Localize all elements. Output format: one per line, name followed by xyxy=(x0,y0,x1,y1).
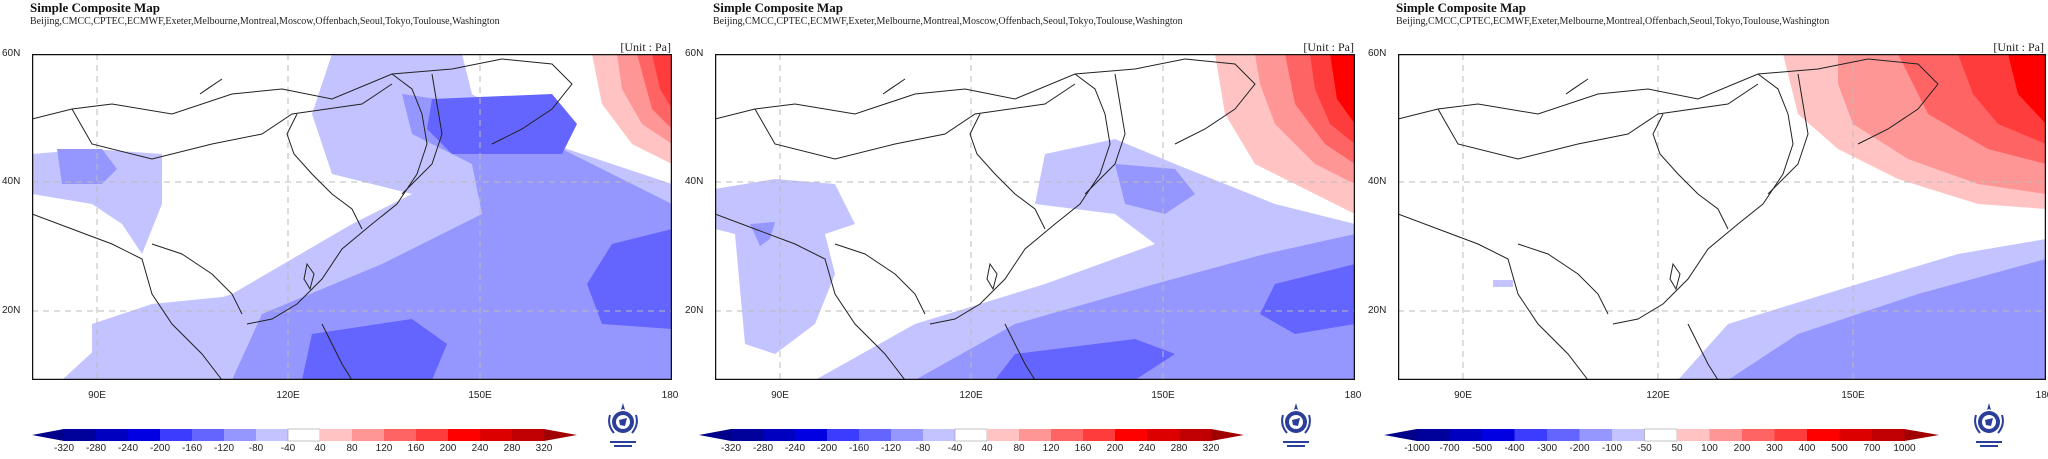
colorbar-label: 80 xyxy=(346,443,358,454)
colorbar-label: -80 xyxy=(248,443,264,454)
colorbar-label: 200 xyxy=(1106,443,1124,454)
colorbar-label: 40 xyxy=(314,443,326,454)
colorbar xyxy=(1384,428,1954,447)
unit-label: [Unit : Pa] xyxy=(1993,40,2044,54)
colorbar-label: 120 xyxy=(1042,443,1060,454)
lat-label: 40N xyxy=(2,176,21,187)
lat-label: 60N xyxy=(685,48,704,59)
colorbar-label: -320 xyxy=(53,443,75,454)
header-title: Simple Composite Map xyxy=(713,0,843,15)
wmo-logo-icon xyxy=(1271,400,1321,459)
colorbar-label: 40 xyxy=(981,443,993,454)
lat-label: 20N xyxy=(2,305,21,316)
lon-label: 150E xyxy=(1841,390,1865,401)
colorbar-label: 320 xyxy=(1202,443,1220,454)
colorbar-label: -200 xyxy=(1569,443,1590,454)
colorbar-label: 500 xyxy=(1831,443,1848,454)
lon-label: 150E xyxy=(468,390,492,401)
unit-label: [Unit : Pa] xyxy=(1303,40,1354,54)
lon-label: 150E xyxy=(1151,390,1175,401)
panel-jan: Simple Composite Map Beijing,CMCC,CPTEC,… xyxy=(0,0,683,458)
colorbar-label: -280 xyxy=(85,443,107,454)
header-title: Simple Composite Map xyxy=(1396,0,1526,15)
colorbar-label: -120 xyxy=(213,443,235,454)
colorbar-label: -240 xyxy=(117,443,139,454)
colorbar-label: -120 xyxy=(880,443,902,454)
colorbar-label: -40 xyxy=(280,443,296,454)
lat-label: 40N xyxy=(1368,176,1387,187)
lon-label: 180 xyxy=(1344,390,1362,401)
wmo-logo-icon xyxy=(598,400,648,459)
centers-list: Beijing,CMCC,CPTEC,ECMWF,Exeter,Melbourn… xyxy=(1396,16,1830,27)
centers-list: Beijing,CMCC,CPTEC,ECMWF,Exeter,Melbourn… xyxy=(713,16,1183,27)
colorbar-label: -200 xyxy=(149,443,171,454)
colorbar-label: -240 xyxy=(784,443,806,454)
colorbar-label: 120 xyxy=(375,443,393,454)
colorbar-label: 240 xyxy=(1138,443,1156,454)
lon-label: 90E xyxy=(771,390,789,401)
centers-list: Beijing,CMCC,CPTEC,ECMWF,Exeter,Melbourn… xyxy=(30,16,500,27)
colorbar-label: 200 xyxy=(439,443,457,454)
lon-label: 90E xyxy=(88,390,106,401)
panel-mar: Simple Composite Map Beijing,CMCC,CPTEC,… xyxy=(1366,0,2048,458)
lon-label: 120E xyxy=(1646,390,1670,401)
colorbar-label: -80 xyxy=(915,443,931,454)
colorbar-label: 280 xyxy=(1170,443,1188,454)
colorbar-label: -160 xyxy=(848,443,870,454)
lon-label: 180 xyxy=(661,390,679,401)
colorbar-label: -280 xyxy=(752,443,774,454)
colorbar xyxy=(32,428,592,447)
colorbar-label: 240 xyxy=(471,443,489,454)
colorbar-label: 400 xyxy=(1798,443,1816,454)
unit-label: [Unit : Pa] xyxy=(620,40,671,54)
header-title: Simple Composite Map xyxy=(30,0,160,15)
lat-label: 20N xyxy=(685,305,704,316)
lon-label: 120E xyxy=(959,390,983,401)
colorbar-label: -50 xyxy=(1637,443,1652,454)
colorbar-label: -320 xyxy=(720,443,742,454)
colorbar-label: 80 xyxy=(1013,443,1025,454)
colorbar-label: -1000 xyxy=(1404,443,1430,454)
colorbar-label: -400 xyxy=(1504,443,1525,454)
colorbar-label: 300 xyxy=(1766,443,1783,454)
colorbar-label: 100 xyxy=(1701,443,1718,454)
lon-label: 180 xyxy=(2035,390,2048,401)
colorbar-label: 1000 xyxy=(1893,443,1916,454)
colorbar-label: -160 xyxy=(181,443,203,454)
colorbar-label: 280 xyxy=(503,443,521,454)
colorbar-label: 700 xyxy=(1863,443,1881,454)
colorbar-label: -700 xyxy=(1439,443,1460,454)
colorbar-label: 160 xyxy=(407,443,425,454)
colorbar-label: -300 xyxy=(1536,443,1558,454)
colorbar-label: -200 xyxy=(816,443,838,454)
map-plot xyxy=(1398,54,2046,380)
lat-label: 60N xyxy=(1368,48,1387,59)
wmo-logo-icon xyxy=(1964,400,2014,459)
lat-label: 40N xyxy=(685,176,704,187)
panel-feb: Simple Composite Map Beijing,CMCC,CPTEC,… xyxy=(683,0,1366,458)
colorbar-label: -100 xyxy=(1601,443,1623,454)
colorbar-label: 200 xyxy=(1733,443,1751,454)
colorbar-label: -40 xyxy=(947,443,963,454)
map-plot xyxy=(715,54,1355,380)
map-plot xyxy=(32,54,672,380)
lon-label: 90E xyxy=(1454,390,1472,401)
colorbar-label: 320 xyxy=(535,443,553,454)
lat-label: 20N xyxy=(1368,305,1387,316)
lat-label: 60N xyxy=(2,48,21,59)
lon-label: 120E xyxy=(276,390,300,401)
colorbar-label: 50 xyxy=(1671,443,1683,454)
colorbar-label: -500 xyxy=(1471,443,1493,454)
colorbar xyxy=(699,428,1259,447)
colorbar-label: 160 xyxy=(1074,443,1092,454)
